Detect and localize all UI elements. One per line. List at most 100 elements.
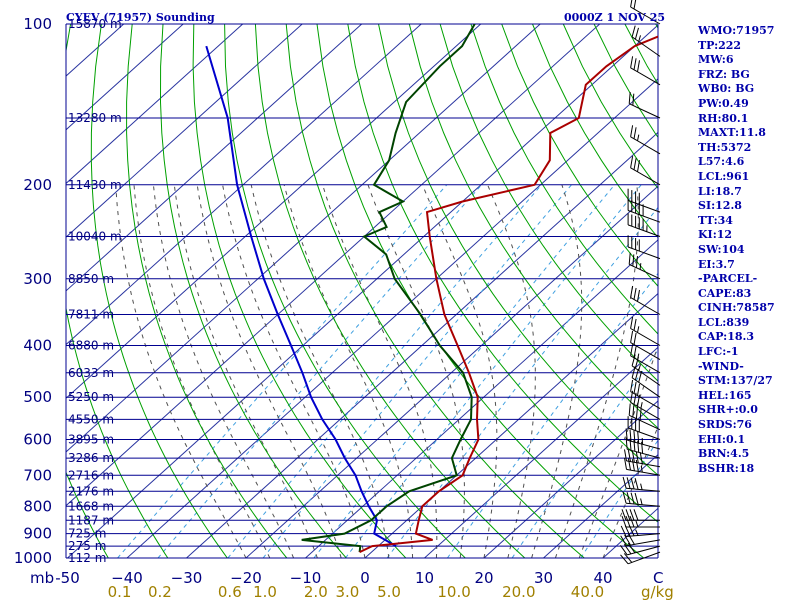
moist-adiabat-line [133,184,271,558]
dewpoint-line [301,24,476,553]
mixing-ratio-tick-label: 1.0 [253,583,277,600]
pressure-label: 900 [23,525,52,543]
index-item: BSHR:18 [698,461,755,475]
sounding-time: 0000Z 1 NOV 25 [564,11,665,24]
pressure-label: 200 [23,176,52,194]
wind-barb [627,235,661,260]
mixing-ratio-line [157,184,482,558]
isotherm-line [364,292,658,558]
index-item: SI:12.8 [698,199,742,213]
wind-barb [624,457,661,476]
temperature-trace [359,35,658,554]
moist-adiabat-lines [115,184,658,558]
sounding-title: CYEV (71957) Sounding [66,11,215,24]
moist-adiabat-line [283,184,414,558]
index-item: STM:137/27 [698,374,773,388]
index-item: WB0: BG [698,82,755,96]
mixing-ratio-tick-label: 20.0 [502,583,535,600]
index-item: SRDS:76 [698,418,752,432]
moist-adiabat-line [196,184,342,558]
mixing-ratio-labels: g/kg 0.1 0.2 0.6 1.0 2.0 3.0 5.0 10.0 20.0 40.0 [108,583,674,600]
pressure-label: 500 [23,388,52,406]
pressure-label: 300 [23,270,52,288]
mixing-ratio-line [117,184,448,558]
index-item: TT:34 [698,213,733,227]
height-label: 3895 m [68,433,114,447]
wind-barb [628,91,661,119]
temperature-tick-label: −20 [230,569,262,587]
temperature-tick-label: 10 [415,569,434,587]
dry-adiabat-line [192,24,407,558]
height-label: 13280 m [68,111,122,125]
wind-barb [627,188,661,213]
isotherm-line [0,24,5,558]
pressure-labels: 100 200 300 400 500 600 700 800 900 1000 [14,15,52,567]
wind-barb [627,213,661,237]
mixing-ratio-tick-label: 0.6 [218,583,242,600]
temperature-tick-label: 0 [360,569,370,587]
index-item: LCL:839 [698,315,750,329]
wind-barb [620,551,661,565]
height-label: 10040 m [68,230,122,244]
mixing-ratio-line [262,184,572,558]
dry-adiabat-line [224,24,466,558]
index-item: CINH:78587 [698,301,775,315]
isotherm-line [66,24,482,399]
isotherm-lines [0,24,658,558]
index-item: CAP:18.3 [698,330,755,344]
pressure-label: 800 [23,497,52,515]
index-item: KI:12 [698,228,733,242]
dry-adiabat-line [779,24,800,558]
mixing-ratio-line [386,206,658,558]
isotherm-line [424,346,658,558]
index-item: RH:80.1 [698,111,749,125]
index-item: L57:4.6 [698,155,745,169]
temperature-tick-label: −10 [290,569,322,587]
height-label: 1668 m [68,499,114,513]
wind-barb [630,379,661,410]
isotherm-line [483,400,658,558]
temperature-tick-label: −40 [111,569,143,587]
index-item: SHR+:0.0 [698,403,758,417]
wind-barb [631,25,661,57]
pressure-label: 700 [23,466,52,484]
wind-barb [624,449,661,468]
temperature-tick-label: 20 [474,569,493,587]
wind-barb [631,366,661,398]
dry-adiabat-lines [66,24,800,558]
height-label: 6033 m [68,366,114,380]
moist-adiabat-line [222,184,366,558]
index-item: EI:3.7 [698,257,735,271]
pressure-label: 400 [23,337,52,355]
pressure-label: 1000 [14,549,52,567]
pressure-label: 100 [23,15,52,33]
height-label: 8850 m [68,272,114,286]
wind-barb [630,316,661,346]
isotherm-line [66,24,601,507]
gkg-unit-label: g/kg [641,583,674,600]
parcel-line [205,45,397,547]
index-item: FRZ: BG [698,67,750,81]
mixing-ratio-line [446,272,658,558]
mixing-ratio-tick-label: 5.0 [377,583,401,600]
height-label: 725 m [68,527,106,541]
isotherm-line [66,24,363,292]
wind-barb [630,56,661,86]
index-item: WMO:71957 [698,24,775,37]
moist-adiabat-line [115,184,247,558]
height-label: 7811 m [68,308,114,322]
temperature-line [359,35,658,554]
index-item: TP:222 [698,38,742,52]
index-item: CAPE:83 [698,286,752,300]
height-label: 275 m [68,539,106,553]
index-item: -PARCEL- [698,272,758,286]
pressure-label: 600 [23,431,52,449]
parcel-trace [205,45,397,547]
mixing-ratio-tick-label: 3.0 [336,583,360,600]
height-label: 2176 m [68,484,114,498]
indices-list: WMO:71957 TP:222 MW:6 FRZ: BG WB0: BG PW:0.49… [698,24,775,476]
mb-unit-label: mb [30,569,54,587]
dry-adiabat-line [254,24,526,558]
wind-barb [630,390,661,420]
index-item: TH:5372 [698,140,752,154]
